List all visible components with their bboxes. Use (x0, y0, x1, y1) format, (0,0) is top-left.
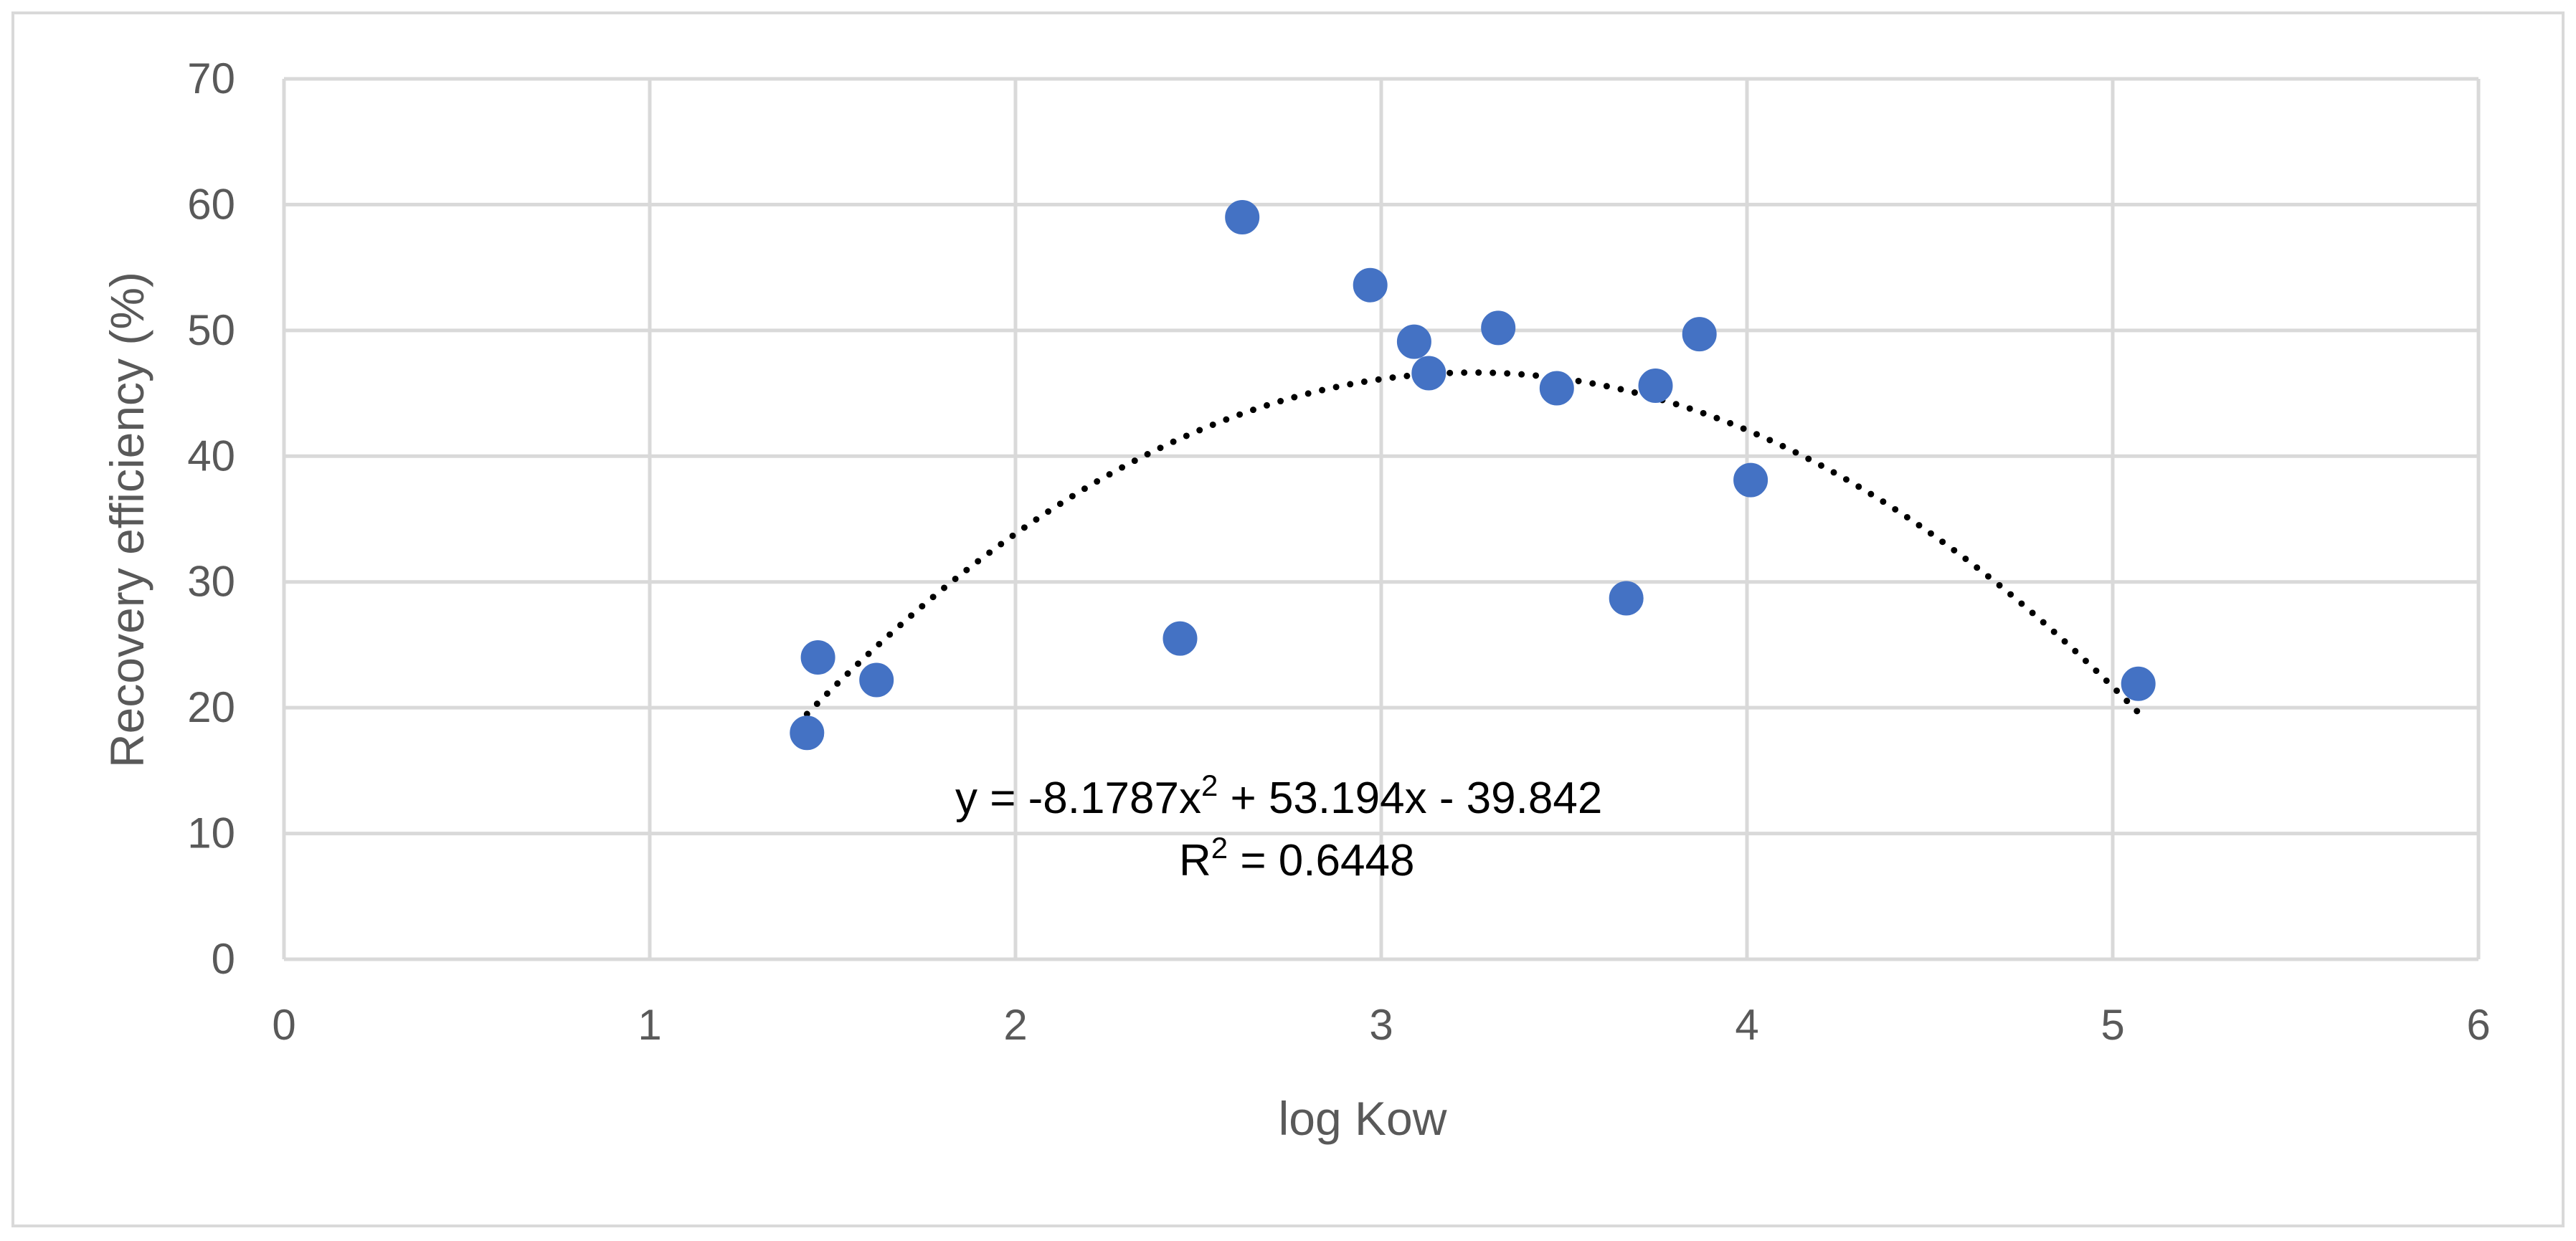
data-point (800, 639, 835, 675)
trendline-r-squared: R2 = 0.6448 (1179, 831, 1414, 885)
data-point (1539, 371, 1574, 406)
tick-labels: 0 10 20 30 40 50 60 70 0 1 2 3 4 5 6 (187, 54, 2490, 1049)
r2-prefix: R (1179, 836, 1211, 885)
y-tick-label: 10 (187, 809, 235, 857)
x-tick-label: 5 (2101, 1001, 2124, 1049)
data-point (1396, 324, 1431, 359)
trendline-path (803, 369, 2142, 718)
data-point (1682, 317, 1717, 352)
data-point (1609, 581, 1644, 616)
data-point (1638, 369, 1673, 404)
data-point (1733, 462, 1768, 498)
equation-exponent: 2 (1201, 769, 1218, 802)
data-point (2121, 666, 2156, 701)
x-axis-title: log Kow (1279, 1092, 1447, 1145)
trendline (803, 369, 2142, 718)
data-point (1162, 621, 1198, 656)
equation-suffix: + 53.194x - 39.842 (1218, 774, 1602, 823)
y-tick-label: 40 (187, 432, 235, 480)
gridlines (282, 77, 2481, 961)
chart-frame (11, 11, 2565, 1227)
trendline-equation: y = -8.1787x2 + 53.194x - 39.842 (955, 769, 1602, 823)
x-tick-label: 4 (1735, 1001, 1758, 1049)
data-points (790, 199, 2156, 751)
y-tick-label: 60 (187, 180, 235, 228)
y-axis-title: Recovery efficiency (%) (100, 272, 153, 768)
x-tick-label: 2 (1003, 1001, 1027, 1049)
x-tick-label: 0 (272, 1001, 295, 1049)
y-tick-label: 70 (187, 54, 235, 103)
data-point (859, 662, 894, 698)
data-point (1411, 356, 1446, 391)
r2-exponent: 2 (1211, 831, 1228, 865)
x-tick-label: 6 (2466, 1001, 2490, 1049)
y-tick-label: 30 (187, 558, 235, 606)
data-point (1225, 199, 1260, 234)
data-point (790, 715, 825, 751)
x-tick-label: 1 (638, 1001, 661, 1049)
data-point (1481, 310, 1516, 346)
data-point (1353, 267, 1388, 303)
r2-suffix: = 0.6448 (1228, 836, 1414, 885)
equation-prefix: y = -8.1787x (955, 774, 1201, 823)
y-tick-label: 50 (187, 306, 235, 354)
x-tick-label: 3 (1369, 1001, 1393, 1049)
y-tick-label: 0 (212, 935, 235, 983)
y-tick-label: 20 (187, 683, 235, 731)
